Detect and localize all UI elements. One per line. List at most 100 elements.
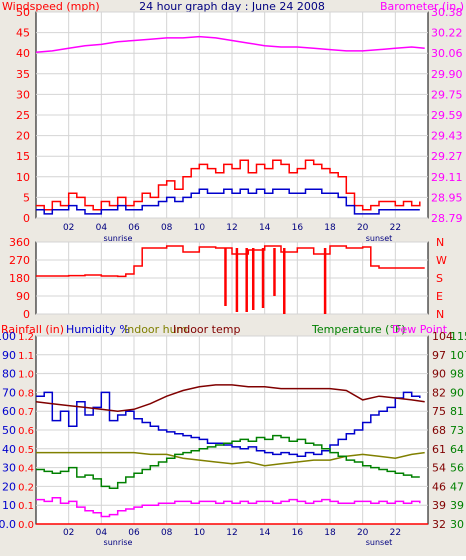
hour-tick-label-bottom: 20 — [357, 528, 369, 538]
temperature-tick-label: 56 — [450, 462, 464, 475]
windspeed-tick-label: 0 — [23, 212, 30, 225]
wind-direction-line — [36, 245, 425, 278]
temperature-line — [36, 434, 420, 490]
hour-tick-label-top: 06 — [128, 223, 140, 233]
temperature-tick-label: 98 — [450, 368, 464, 381]
rain-tick-label: 0.1 — [18, 501, 34, 512]
indoor-temp-tick-label: 32 — [432, 518, 446, 531]
sunrise-label-top: sunrise — [104, 234, 133, 243]
hour-tick-label-bottom: 14 — [259, 528, 271, 538]
rain-tick-label: 0.2 — [18, 482, 34, 493]
humidity-tick-label: 70 — [2, 386, 16, 399]
barometer-axis-title: Barometer (in.) — [380, 0, 464, 13]
windspeed-tick-label: 45 — [16, 27, 30, 40]
hour-tick-label-bottom: 06 — [128, 528, 140, 538]
windspeed-axis-title: Windspeed (mph) — [2, 0, 100, 13]
indoor-temp-tick-label: 75 — [432, 405, 446, 418]
barometer-tick-label: 30.06 — [431, 47, 463, 60]
wind-gust-line — [36, 159, 421, 211]
humidity-tick-label: 90 — [2, 349, 16, 362]
temperature-tick-label: 73 — [450, 424, 464, 437]
hour-tick-label-bottom: 12 — [226, 528, 237, 538]
compass-label: N — [436, 308, 444, 321]
humidity-tick-label: 50 — [2, 424, 16, 437]
direction-degree-label: 270 — [9, 254, 30, 267]
windspeed-tick-label: 25 — [16, 109, 30, 122]
rain-tick-label: 0.0 — [18, 520, 34, 531]
indoor-temp-tick-label: 54 — [432, 462, 446, 475]
indoor-temp-tick-label: 61 — [432, 443, 446, 456]
temperature-axis-title: Temperature (°F) — [311, 323, 406, 336]
windspeed-tick-label: 5 — [23, 191, 30, 204]
hour-tick-label-top: 22 — [390, 223, 401, 233]
barometer-tick-label: 28.95 — [431, 191, 463, 204]
hour-tick-label-top: 10 — [194, 223, 206, 233]
rain-tick-label: 0.4 — [18, 464, 34, 475]
dew-point-line — [36, 496, 421, 518]
windspeed-tick-label: 35 — [16, 68, 30, 81]
temperature-tick-label: 47 — [450, 480, 464, 493]
barometer-line — [35, 35, 425, 53]
indoor-temp-axis-title: Indoor temp — [173, 323, 240, 336]
hour-tick-label-top: 16 — [292, 223, 304, 233]
hour-tick-label-bottom: 02 — [63, 528, 74, 538]
series-layer — [35, 35, 428, 525]
temperature-tick-label: 64 — [450, 443, 464, 456]
rain-tick-label: 0.5 — [18, 445, 34, 456]
barometer-tick-label: 29.90 — [431, 68, 463, 81]
wind-average-line — [36, 188, 420, 215]
indoor-temp-line — [35, 384, 425, 412]
humidity-tick-label: 20 — [2, 480, 16, 493]
compass-label: N — [436, 236, 444, 249]
humidity-tick-label: 80 — [2, 368, 16, 381]
barometer-tick-label: 30.38 — [431, 6, 463, 19]
hour-tick-label-bottom: 10 — [194, 528, 206, 538]
windspeed-tick-label: 15 — [16, 150, 30, 163]
hour-tick-label-bottom: 04 — [96, 528, 108, 538]
barometer-tick-label: 29.75 — [431, 88, 463, 101]
sunset-label-bottom: sunset — [366, 538, 393, 547]
sunrise-label-bottom: sunrise — [104, 538, 133, 547]
hour-tick-label-top: 20 — [357, 223, 369, 233]
chart-title: 24 hour graph day : June 24 2008 — [139, 0, 325, 13]
hour-tick-label-bottom: 22 — [390, 528, 401, 538]
hour-tick-label-top: 04 — [96, 223, 108, 233]
hour-tick-label-top: 02 — [63, 223, 74, 233]
temperature-tick-label: 81 — [450, 405, 464, 418]
humidity-tick-label: 30 — [2, 462, 16, 475]
windspeed-tick-label: 50 — [16, 6, 30, 19]
compass-label: W — [436, 254, 447, 267]
temperature-tick-label: 115 — [450, 330, 466, 343]
indoor-temp-tick-label: 68 — [432, 424, 446, 437]
grid-layer — [36, 11, 428, 525]
hour-tick-label-bottom: 18 — [324, 528, 336, 538]
windspeed-tick-label: 20 — [16, 130, 30, 143]
indoor-temp-tick-label: 90 — [432, 368, 446, 381]
barometer-tick-label: 28.79 — [431, 212, 463, 225]
rainfall-axis-title: Rainfall (in) — [1, 323, 64, 336]
indoor-temp-tick-label: 97 — [432, 349, 446, 362]
temperature-tick-label: 107 — [450, 349, 466, 362]
compass-label: E — [436, 290, 443, 303]
rain-tick-label: 0.6 — [18, 426, 34, 437]
direction-degree-label: 0 — [23, 308, 30, 321]
humidity-tick-label: 10 — [2, 499, 16, 512]
indoor-temp-tick-label: 46 — [432, 480, 446, 493]
direction-degree-label: 360 — [9, 236, 30, 249]
sunset-label-top: sunset — [366, 234, 393, 243]
direction-degree-label: 180 — [9, 272, 30, 285]
windspeed-tick-label: 40 — [16, 47, 30, 60]
hour-tick-label-top: 12 — [226, 223, 237, 233]
indoor-hum-axis-title: Indoor hum — [124, 323, 187, 336]
barometer-tick-label: 29.11 — [431, 171, 463, 184]
rain-tick-label: 1.2 — [18, 332, 34, 343]
windspeed-tick-label: 30 — [16, 88, 30, 101]
rain-tick-label: 1.0 — [18, 370, 34, 381]
temperature-tick-label: 30 — [450, 518, 464, 531]
indoor-hum-line — [36, 451, 425, 467]
hour-tick-label-top: 08 — [161, 223, 173, 233]
humidity-tick-label: 60 — [2, 405, 16, 418]
humidity-line — [36, 391, 421, 458]
barometer-tick-label: 29.43 — [431, 130, 463, 143]
indoor-temp-tick-label: 82 — [432, 386, 446, 399]
